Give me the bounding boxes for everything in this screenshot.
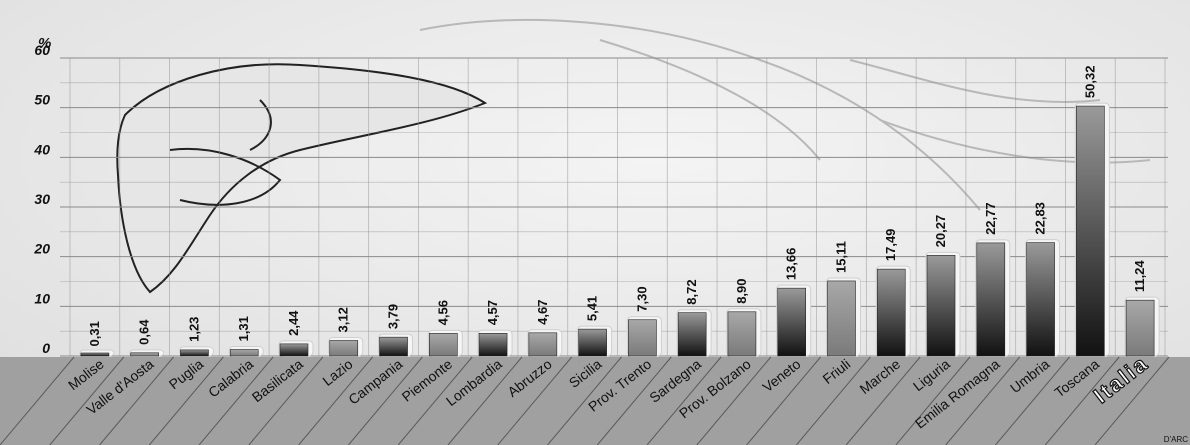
value-label: 11,24 bbox=[1132, 260, 1147, 293]
y-tick-label: 30 bbox=[34, 191, 50, 207]
bar-friuli bbox=[827, 280, 856, 357]
bar-campania bbox=[379, 336, 408, 357]
label-divider bbox=[198, 356, 274, 445]
y-axis: 0 10 20 30 40 50 60 bbox=[33, 42, 50, 356]
bar-basilicata bbox=[279, 343, 309, 357]
value-label: 17,49 bbox=[883, 229, 898, 262]
bar-piemonte bbox=[428, 333, 458, 357]
bar-toscana bbox=[1076, 105, 1105, 357]
value-label: 15,11 bbox=[833, 241, 848, 273]
value-label: 8,90 bbox=[734, 278, 749, 303]
bar-lombardia bbox=[478, 333, 508, 357]
y-unit-label: % bbox=[38, 35, 51, 52]
label-divider bbox=[99, 356, 174, 445]
y-tick-label: 60 bbox=[34, 42, 50, 58]
label-divider bbox=[746, 356, 821, 445]
value-label: 50,32 bbox=[1082, 66, 1097, 99]
credit-label: D'ARC bbox=[1164, 435, 1188, 444]
y-tick-label: 40 bbox=[33, 141, 50, 157]
label-divider bbox=[1094, 356, 1170, 445]
label-divider bbox=[696, 356, 772, 445]
label-divider bbox=[447, 356, 523, 445]
value-label: 1,31 bbox=[236, 316, 251, 341]
label-divider bbox=[1044, 356, 1120, 445]
value-label: 20,27 bbox=[933, 215, 948, 248]
y-tick-label: 0 bbox=[42, 340, 50, 356]
value-label: 4,57 bbox=[485, 300, 500, 325]
bar-molise bbox=[80, 352, 110, 357]
liver-drawing bbox=[116, 63, 488, 294]
label-divider bbox=[497, 356, 573, 445]
bar-lazio bbox=[329, 340, 359, 357]
label-divider bbox=[148, 356, 224, 445]
bar-abruzzo bbox=[528, 332, 558, 357]
bar-calabria bbox=[229, 349, 259, 357]
y-tick-label: 20 bbox=[33, 241, 50, 257]
bars bbox=[79, 102, 1160, 357]
bar-umbria bbox=[1026, 242, 1055, 357]
bar-valle-d-aosta bbox=[130, 352, 159, 357]
decorative-illustration bbox=[419, 19, 1151, 211]
y-tick-label: 10 bbox=[34, 290, 50, 306]
y-tick-label: 50 bbox=[34, 92, 50, 108]
label-divider bbox=[348, 356, 423, 445]
bar-prov-trento bbox=[628, 319, 657, 357]
bar-liguria bbox=[926, 255, 956, 357]
value-label: 5,41 bbox=[585, 296, 600, 321]
value-label: 13,66 bbox=[784, 248, 799, 281]
label-divider bbox=[49, 356, 125, 445]
label-divider bbox=[895, 356, 971, 445]
label-divider bbox=[547, 356, 622, 445]
value-label: 22,77 bbox=[983, 202, 998, 235]
bar-sicilia bbox=[578, 328, 607, 357]
x-axis-band bbox=[0, 357, 1190, 445]
label-divider bbox=[397, 356, 473, 445]
label-divider bbox=[646, 356, 722, 445]
bar-emilia-romagna bbox=[976, 242, 1006, 357]
bar-marche bbox=[876, 268, 906, 357]
value-label: 4,67 bbox=[535, 299, 550, 324]
value-label: 3,12 bbox=[336, 307, 351, 332]
value-labels: 0,31 0,64 1,23 1,31 2,44 3,12 3,79 4,56 4,57 4,67… bbox=[87, 66, 1147, 347]
bar-puglia bbox=[180, 349, 209, 357]
value-label: 4,56 bbox=[435, 300, 450, 325]
value-label: 0,64 bbox=[137, 319, 152, 345]
label-divider bbox=[596, 356, 672, 445]
value-label: 1,23 bbox=[186, 317, 201, 342]
bar-sardegna bbox=[677, 312, 707, 357]
bar-prov-bolzano bbox=[727, 311, 757, 357]
label-divider bbox=[945, 356, 1021, 445]
label-divider bbox=[845, 356, 921, 445]
value-label: 7,30 bbox=[634, 286, 649, 311]
label-divider bbox=[298, 356, 374, 445]
bar-veneto bbox=[777, 287, 807, 357]
value-label: 0,31 bbox=[87, 321, 102, 346]
label-divider bbox=[995, 356, 1070, 445]
label-divider bbox=[248, 356, 324, 445]
value-label: 2,44 bbox=[286, 310, 301, 336]
value-label: 8,72 bbox=[684, 279, 699, 304]
bar-italia bbox=[1125, 299, 1155, 357]
x-axis-dividers bbox=[0, 356, 1170, 445]
label-divider bbox=[0, 356, 75, 445]
value-label: 22,83 bbox=[1033, 202, 1048, 235]
value-label: 3,79 bbox=[386, 304, 401, 329]
label-divider bbox=[795, 356, 871, 445]
